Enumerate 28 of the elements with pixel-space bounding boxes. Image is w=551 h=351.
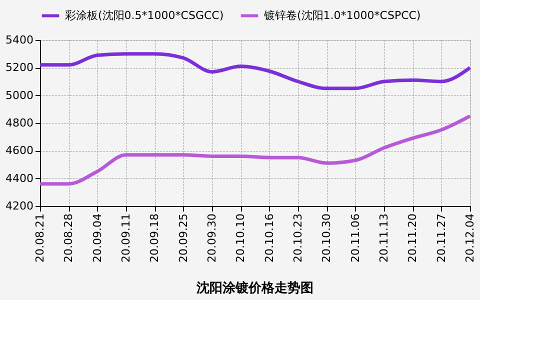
- x-tick-label: 20.10.16: [262, 214, 276, 262]
- line-series: [38, 52, 472, 90]
- y-tick-label: 4600: [6, 144, 34, 158]
- text: 沈阳涂镀价格走势图: [196, 280, 314, 296]
- x-tick-label: 20.11.20: [406, 214, 420, 262]
- y-tick-label: 4200: [6, 200, 34, 212]
- x-tick-label: 20.09.11: [120, 214, 132, 262]
- x-tick-label: 20.09.30: [206, 214, 218, 262]
- x-tick-label: 20.09.18: [148, 214, 162, 262]
- x-tick-label: 20.10.10: [234, 214, 248, 262]
- x-tick-label: 20.10.30: [320, 214, 334, 262]
- x-tick-label: 20.12.04: [464, 214, 476, 262]
- legend-label: 彩涂板(沈阳0.5*1000*CSGCC): [65, 8, 224, 22]
- y-tick-label: 4800: [6, 116, 34, 130]
- legend-label: 镀锌卷(沈阳1.0*1000*CSPCC): [263, 8, 421, 22]
- x-tick-label: 20.11.06: [348, 214, 362, 262]
- y-tick-label: 5400: [6, 34, 34, 46]
- y-tick-label: 5200: [6, 61, 34, 74]
- x-tick-label: 20.09.04: [90, 214, 104, 262]
- line-series: [38, 114, 472, 186]
- y-tick-label: 5000: [6, 88, 34, 102]
- y-tick-label: 4400: [6, 172, 34, 185]
- x-tick-label: 20.08.28: [62, 214, 76, 262]
- x-tick-label: 20.08.21: [34, 214, 46, 262]
- x-tick-label: 20.09.25: [176, 214, 190, 262]
- x-tick-label: 20.10.23: [292, 214, 304, 262]
- x-tick-label: 20.11.13: [378, 214, 390, 262]
- x-tick-label: 20.11.27: [434, 214, 448, 262]
